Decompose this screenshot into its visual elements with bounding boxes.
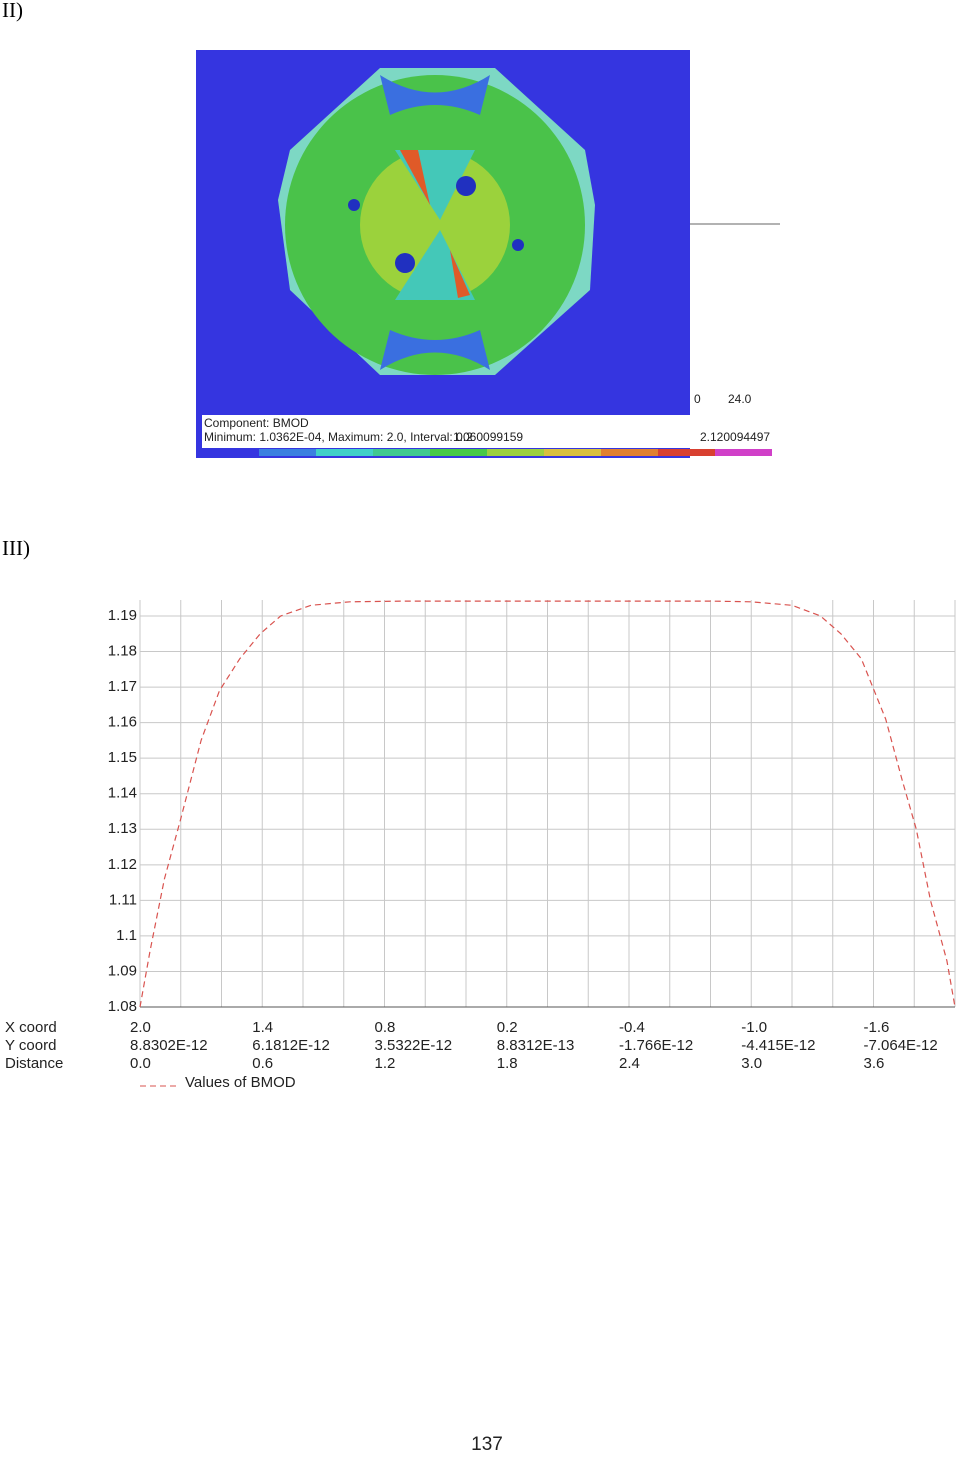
- row-label: X coord: [5, 1019, 57, 1036]
- y-coord-label: 8.8312E-13: [497, 1037, 575, 1054]
- row-label: Distance: [5, 1055, 63, 1072]
- contour-plot: [196, 50, 780, 458]
- x-coord-label: 2.0: [130, 1019, 151, 1036]
- y-tick-label: 1.12: [108, 856, 137, 873]
- x-coord-label: 1.4: [252, 1019, 273, 1036]
- y-tick-label: 1.08: [108, 998, 137, 1015]
- y-tick-label: 1.18: [108, 643, 137, 660]
- x-coord-label: 0.8: [375, 1019, 396, 1036]
- page-number: 137: [471, 1434, 503, 1455]
- y-tick-label: 1.19: [108, 607, 137, 624]
- contour-max-value: 2.120094497: [700, 430, 770, 444]
- x-tick-label: 1.2: [375, 1055, 396, 1072]
- x-tick-label: 0.6: [252, 1055, 273, 1072]
- y-tick-label: 1.14: [108, 785, 137, 802]
- scale-label: 0: [694, 392, 701, 406]
- y-tick-label: 1.17: [108, 678, 137, 695]
- x-tick-label: 3.6: [864, 1055, 885, 1072]
- y-tick-label: 1.09: [108, 962, 137, 979]
- x-coord-label: 0.2: [497, 1019, 518, 1036]
- x-tick-label: 0.0: [130, 1055, 151, 1072]
- y-coord-label: -4.415E-12: [741, 1037, 815, 1054]
- y-coord-label: -7.064E-12: [864, 1037, 938, 1054]
- x-tick-label: 2.4: [619, 1055, 640, 1072]
- y-coord-label: -1.766E-12: [619, 1037, 693, 1054]
- y-tick-label: 1.16: [108, 714, 137, 731]
- data-line: [139, 600, 956, 1008]
- x-tick-label: 3.0: [741, 1055, 762, 1072]
- contour-mid-value: 1.060099159: [453, 430, 523, 444]
- scale-label: 24.0: [728, 392, 752, 406]
- y-coord-label: 6.1812E-12: [252, 1037, 330, 1054]
- y-coord-label: 3.5322E-12: [375, 1037, 453, 1054]
- y-coord-label: 8.8302E-12: [130, 1037, 208, 1054]
- row-label: Y coord: [5, 1037, 56, 1054]
- section-label: II): [2, 0, 23, 22]
- y-tick-label: 1.13: [108, 820, 137, 837]
- x-coord-label: -1.6: [864, 1019, 890, 1036]
- contour-range: Minimum: 1.0362E-04, Maximum: 2.0, Inter…: [204, 430, 473, 444]
- y-tick-label: 1.1: [116, 927, 137, 944]
- contour-component: Component: BMOD: [204, 416, 309, 430]
- section-label: III): [2, 536, 30, 560]
- x-coord-label: -1.0: [741, 1019, 767, 1036]
- x-coord-label: -0.4: [619, 1019, 645, 1036]
- x-tick-label: 1.8: [497, 1055, 518, 1072]
- legend-label: Values of BMOD: [185, 1074, 296, 1091]
- y-tick-label: 1.15: [108, 749, 137, 766]
- y-tick-label: 1.11: [109, 891, 137, 908]
